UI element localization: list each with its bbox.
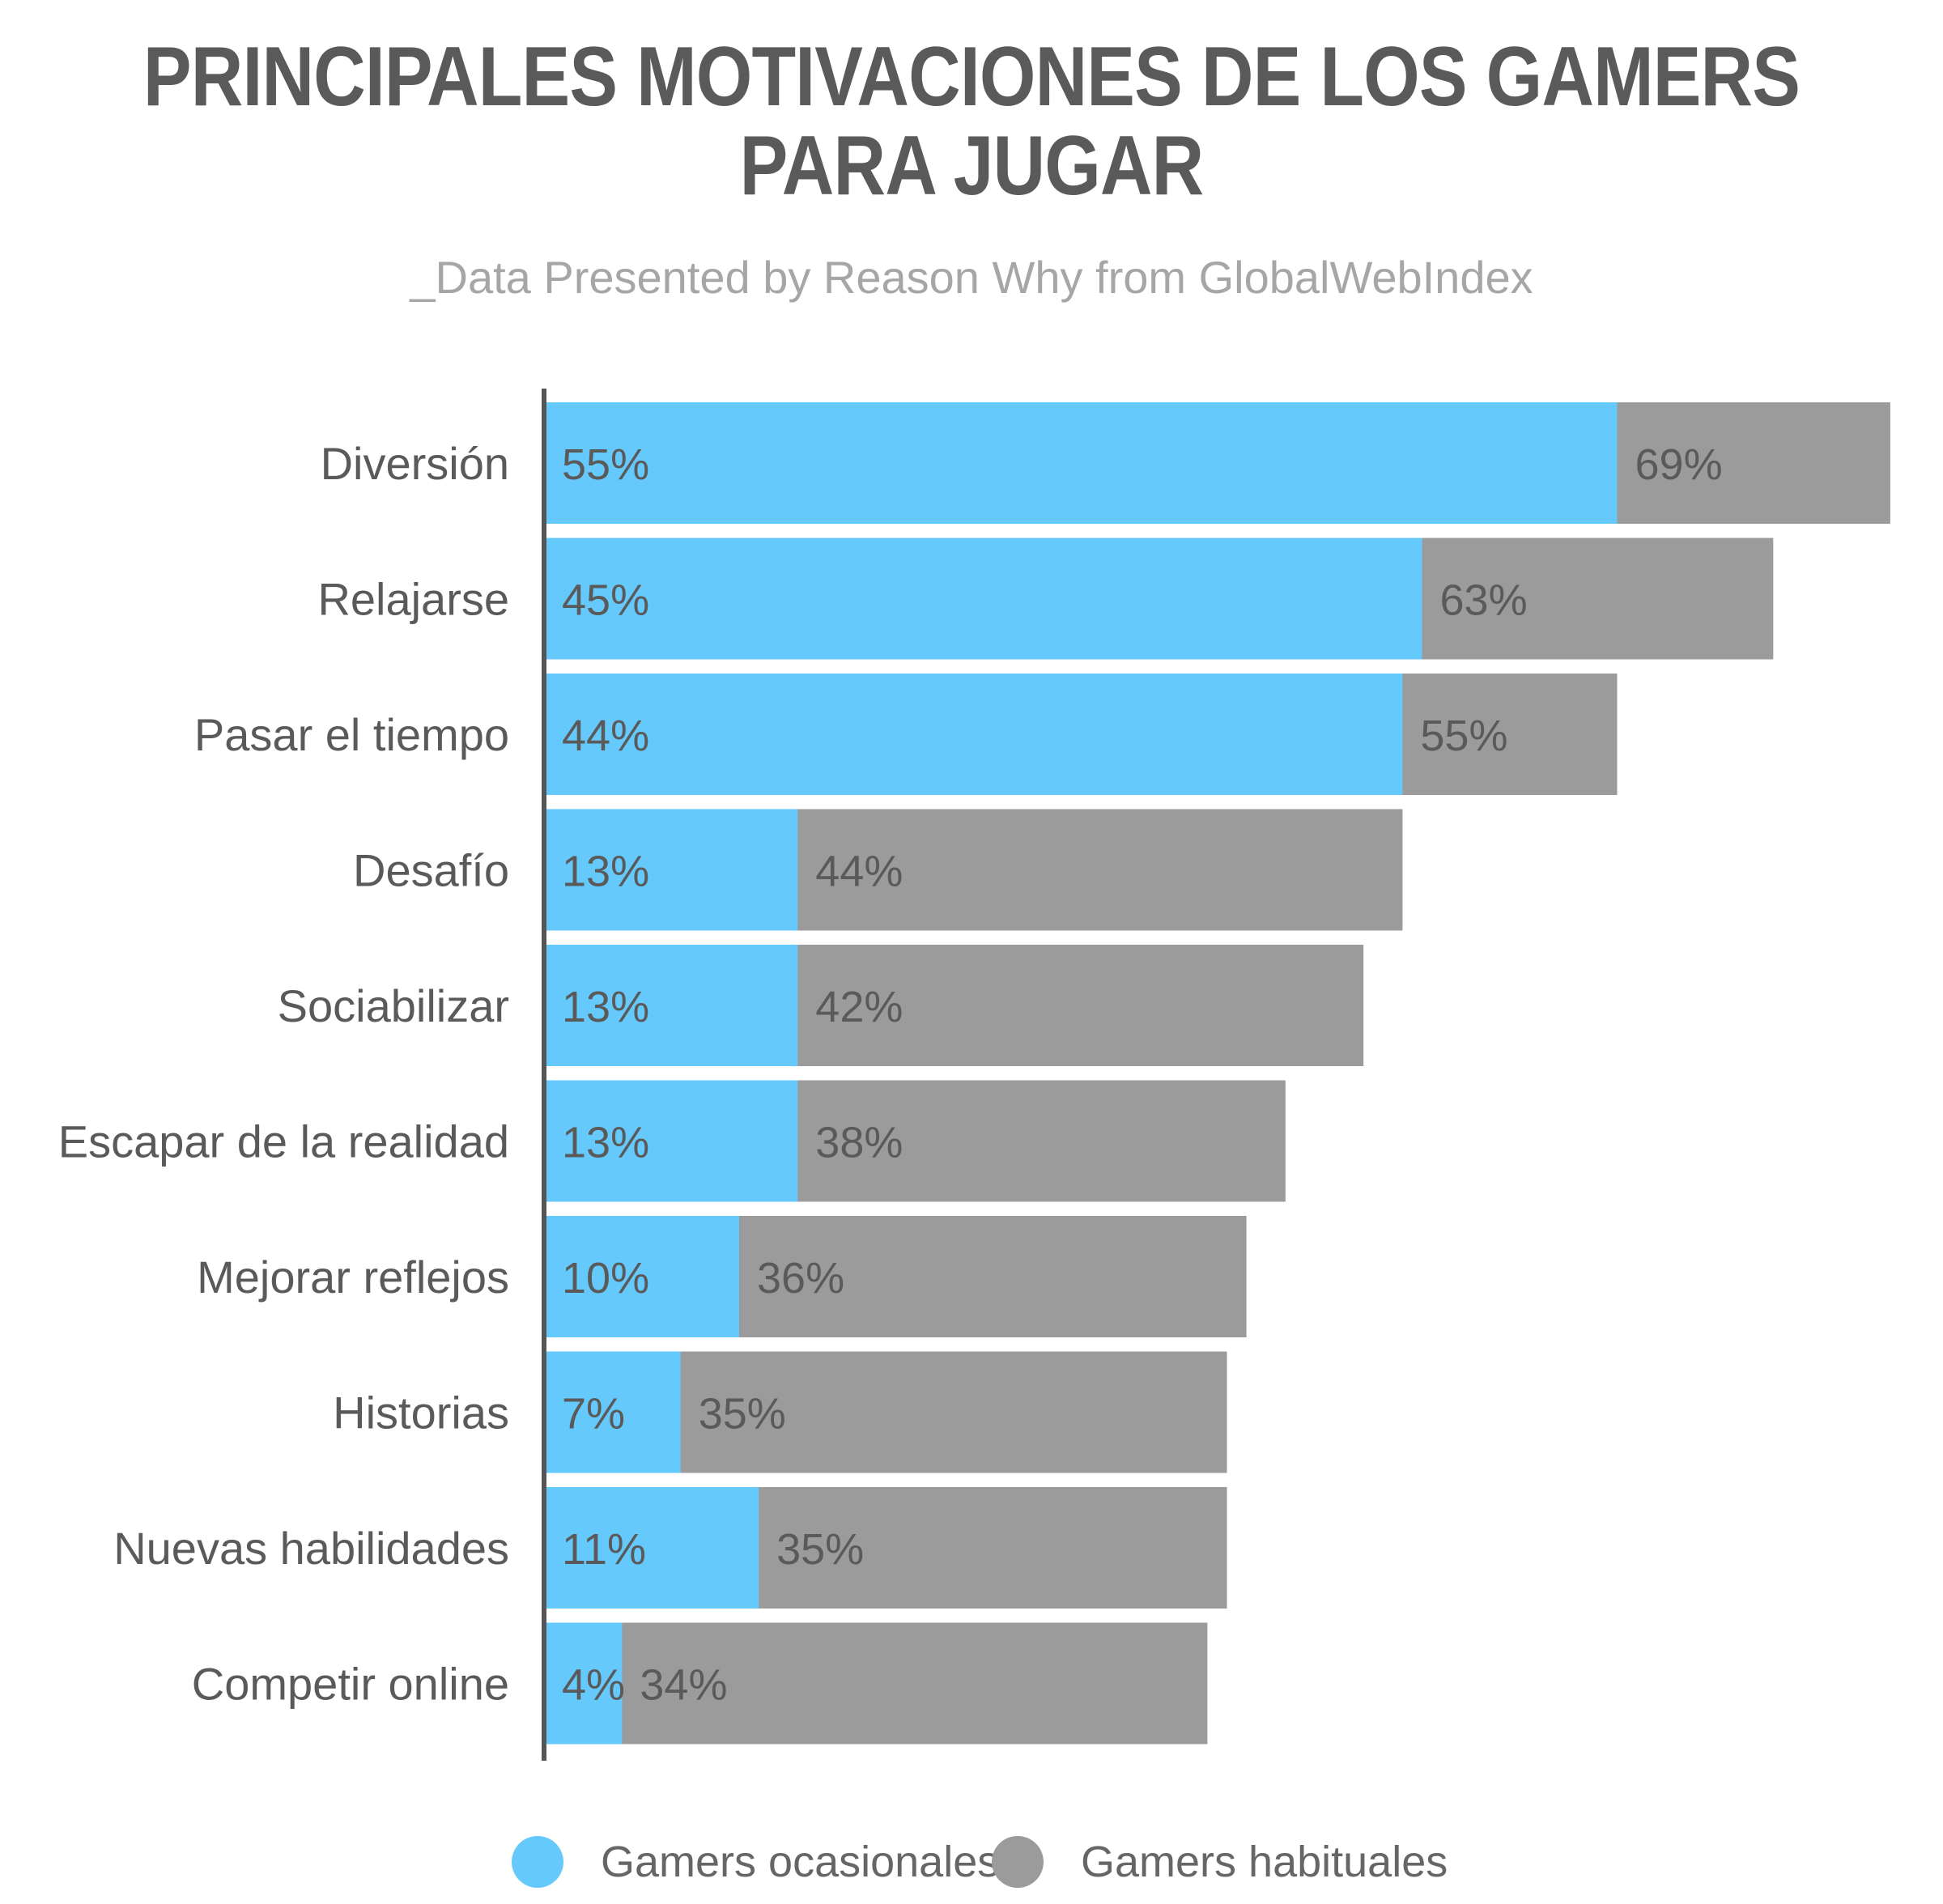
bar-gamers-ocasionales [544,1622,623,1745]
bar-gamers-ocasionales [544,809,798,931]
data-label-habituales: 63% [1440,576,1528,625]
bar-gamers-ocasionales [544,1487,759,1609]
bar-chart: Diversión 55% 69% Relajarse 45% 63% Pasar el t… [58,389,1890,1761]
chart-subtitle: _Data Presented by Reason Why from Globa… [410,252,1533,303]
data-label-habituales: 42% [815,983,903,1031]
bar-gamers-ocasionales [544,1080,798,1202]
bar-gamers-ocasionales [544,945,798,1066]
chart-title: PRINCIPALES MOTIVACIONES DE LOS GAMERS P… [0,32,1943,210]
bar-gamers-ocasionales [544,1216,739,1337]
legend-label: Gamers habituales [1081,1838,1448,1886]
category-label: Sociabilizar [278,980,509,1031]
data-label-habituales: 35% [699,1390,786,1439]
chart-legend: Gamers ocasionales Gamers habituales [0,1834,1943,1890]
bar-gamers-habituales [544,1622,1208,1745]
bar-gamers-ocasionales [544,402,1618,524]
category-label: Pasar el tiempo [194,709,509,760]
category-label: Desafío [353,845,509,896]
chart-title-line-1: PRINCIPALES MOTIVACIONES DE LOS GAMERS [142,30,1801,124]
data-label-ocasionales: 11% [562,1525,646,1574]
data-label-ocasionales: 10% [562,1254,649,1303]
bar-gamers-ocasionales [544,538,1422,660]
category-label: Historias [333,1388,509,1439]
bar-gamers-ocasionales [544,1351,681,1473]
data-label-habituales: 38% [815,1119,903,1167]
legend-swatch [512,1836,563,1888]
category-label: Competir online [192,1659,509,1710]
legend-label: Gamers ocasionales [601,1838,1000,1886]
data-label-ocasionales: 7% [562,1390,625,1439]
category-label: Diversión [321,438,509,489]
chart-title-line-2: PARA JUGAR [739,119,1205,213]
category-label: Relajarse [317,574,509,625]
data-label-ocasionales: 13% [562,1119,649,1167]
data-label-habituales: 55% [1420,712,1507,760]
data-label-ocasionales: 55% [562,440,649,489]
category-label: Nuevas habilidades [113,1523,509,1574]
legend-item-habituales: Gamers habituales [992,1834,1448,1890]
data-label-ocasionales: 44% [562,712,649,760]
category-label: Escapar de la realidad [58,1116,509,1167]
data-label-habituales: 44% [815,848,903,896]
bar-gamers-ocasionales [544,674,1403,795]
data-label-habituales: 35% [776,1525,864,1574]
legend-swatch [992,1836,1044,1888]
data-label-ocasionales: 45% [562,576,649,625]
data-label-ocasionales: 13% [562,983,649,1031]
legend-item-ocasionales: Gamers ocasionales [512,1834,999,1890]
category-label: Mejorar reflejos [197,1252,509,1303]
data-label-habituales: 69% [1635,440,1723,489]
data-label-habituales: 36% [757,1254,844,1303]
data-label-ocasionales: 4% [562,1661,625,1710]
data-label-ocasionales: 13% [562,848,649,896]
data-label-habituales: 34% [640,1661,727,1710]
